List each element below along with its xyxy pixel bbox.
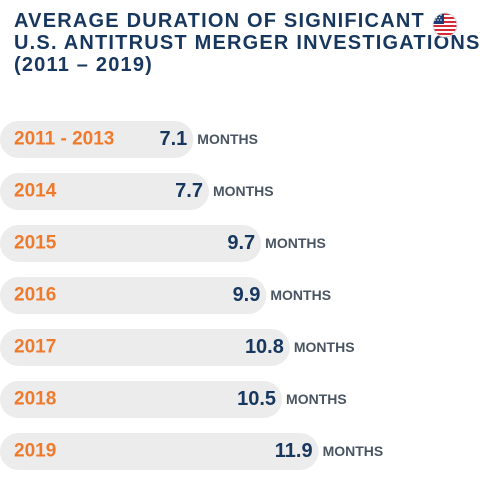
chart-title-line-3: (2011 – 2019) — [14, 54, 154, 76]
category-label-6: 2019 — [14, 441, 56, 462]
category-label-0: 2011 - 2013 — [14, 129, 114, 150]
unit-label-4: MONTHS — [294, 339, 355, 355]
chart-title-line-1: AVERAGE DURATION OF SIGNIFICANT — [14, 10, 425, 32]
unit-label-6: MONTHS — [323, 443, 384, 459]
value-label-2: 9.7 — [227, 232, 255, 254]
unit-label-0: MONTHS — [197, 131, 258, 147]
bar-1 — [0, 173, 209, 210]
category-label-3: 2016 — [14, 285, 56, 306]
category-label-4: 2017 — [14, 337, 56, 358]
chart-title-line-2: U.S. ANTITRUST MERGER INVESTIGATIONS — [14, 32, 481, 54]
bar-5 — [0, 381, 283, 418]
category-label-2: 2015 — [14, 233, 57, 254]
category-label-5: 2018 — [14, 389, 56, 410]
unit-label-5: MONTHS — [286, 391, 347, 407]
category-label-1: 2014 — [14, 181, 57, 202]
value-label-4: 10.8 — [245, 336, 284, 358]
unit-label-1: MONTHS — [213, 183, 274, 199]
value-label-1: 7.7 — [175, 180, 203, 202]
value-label-5: 10.5 — [237, 388, 276, 410]
unit-label-2: MONTHS — [265, 235, 326, 251]
value-label-6: 11.9 — [275, 440, 313, 462]
value-label-3: 9.9 — [233, 284, 261, 306]
bar-2 — [0, 225, 262, 262]
bar-4 — [0, 329, 290, 366]
unit-label-3: MONTHS — [270, 287, 331, 303]
chart-title: AVERAGE DURATION OF SIGNIFICANT U.S. ANT… — [14, 10, 481, 76]
bar-3 — [0, 277, 267, 314]
us-flag-icon — [432, 12, 458, 38]
bar-6 — [0, 433, 319, 470]
bar-0 — [0, 121, 194, 158]
value-label-0: 7.1 — [159, 128, 187, 150]
